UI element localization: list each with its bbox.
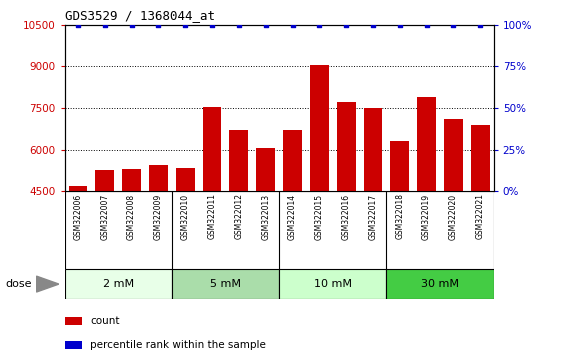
Point: [449, 22, 458, 28]
Bar: [390, 141, 409, 191]
Text: percentile rank within the sample: percentile rank within the sample: [90, 340, 266, 350]
Bar: [203, 107, 222, 191]
Bar: [122, 169, 141, 191]
Text: GSM322019: GSM322019: [422, 194, 431, 240]
Bar: [279, 269, 387, 299]
Bar: [229, 130, 249, 191]
Text: GSM322018: GSM322018: [396, 194, 404, 240]
Text: 2 mM: 2 mM: [103, 279, 134, 289]
Point: [396, 22, 404, 28]
Text: GSM322010: GSM322010: [181, 194, 190, 240]
Text: GSM322021: GSM322021: [476, 194, 485, 240]
Text: dose: dose: [6, 279, 32, 289]
Bar: [283, 130, 302, 191]
Bar: [65, 317, 82, 325]
Bar: [256, 148, 275, 191]
Bar: [149, 165, 168, 191]
Bar: [387, 269, 494, 299]
Bar: [310, 65, 329, 191]
Text: GSM322007: GSM322007: [100, 194, 109, 240]
Text: GSM322016: GSM322016: [342, 194, 351, 240]
Text: count: count: [90, 316, 119, 326]
Bar: [172, 269, 279, 299]
Text: GDS3529 / 1368044_at: GDS3529 / 1368044_at: [65, 9, 214, 22]
Point: [315, 22, 324, 28]
Text: GSM322006: GSM322006: [73, 194, 82, 240]
Bar: [471, 125, 490, 191]
Point: [369, 22, 378, 28]
Text: 30 mM: 30 mM: [421, 279, 459, 289]
Text: GSM322014: GSM322014: [288, 194, 297, 240]
Polygon shape: [36, 276, 59, 292]
Text: GSM322017: GSM322017: [369, 194, 378, 240]
Point: [208, 22, 217, 28]
Text: GSM322008: GSM322008: [127, 194, 136, 240]
Text: GSM322012: GSM322012: [234, 194, 243, 240]
Bar: [95, 170, 114, 191]
Bar: [176, 167, 195, 191]
Bar: [337, 102, 356, 191]
Point: [100, 22, 109, 28]
Point: [154, 22, 163, 28]
Bar: [364, 108, 383, 191]
Point: [476, 22, 485, 28]
Point: [342, 22, 351, 28]
Text: GSM322020: GSM322020: [449, 194, 458, 240]
Bar: [444, 119, 463, 191]
Point: [288, 22, 297, 28]
Text: 10 mM: 10 mM: [314, 279, 352, 289]
Point: [127, 22, 136, 28]
Point: [422, 22, 431, 28]
Text: GSM322009: GSM322009: [154, 194, 163, 240]
Point: [73, 22, 82, 28]
Bar: [65, 269, 172, 299]
Text: GSM322013: GSM322013: [261, 194, 270, 240]
Point: [234, 22, 243, 28]
Text: GSM322011: GSM322011: [208, 194, 217, 240]
Bar: [68, 185, 88, 191]
Text: GSM322015: GSM322015: [315, 194, 324, 240]
Bar: [417, 97, 436, 191]
Bar: [65, 341, 82, 349]
Text: 5 mM: 5 mM: [210, 279, 241, 289]
Point: [261, 22, 270, 28]
Point: [181, 22, 190, 28]
